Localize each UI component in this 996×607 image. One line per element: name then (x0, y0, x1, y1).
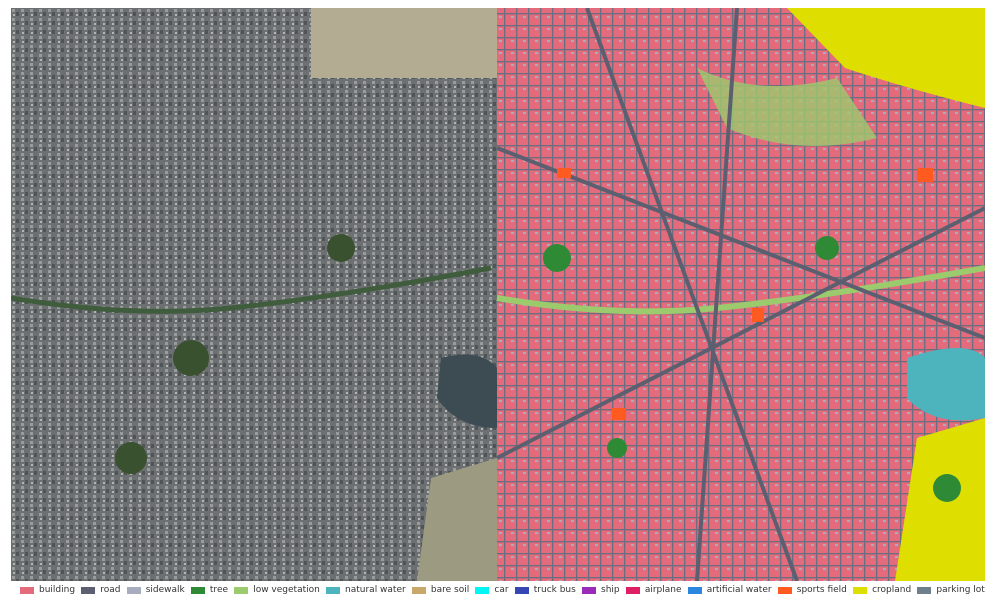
legend-label: sports field (796, 585, 847, 595)
legend-item: car (475, 585, 509, 595)
legend-label: ship (601, 585, 620, 595)
legend-swatch (514, 586, 529, 594)
legend-item: airplane (625, 585, 682, 595)
legend-label: truck bus (533, 585, 576, 595)
aerial-image (11, 8, 497, 581)
legend-label: sidewalk (145, 585, 185, 595)
legend-item: sidewalk (126, 585, 185, 595)
image-pair (11, 8, 985, 581)
legend-swatch (777, 586, 792, 594)
legend-label: parking lot (936, 585, 985, 595)
legend-label: building (39, 585, 76, 595)
legend-label: cropland (872, 585, 912, 595)
legend-swatch (582, 586, 597, 594)
legend-item: bare soil (411, 585, 470, 595)
legend-swatch (687, 586, 702, 594)
legend-label: artificial water (706, 585, 772, 595)
legend-label: car (494, 585, 509, 595)
legend-item: sports field (777, 585, 847, 595)
legend-label: airplane (644, 585, 682, 595)
legend-swatch (126, 586, 141, 594)
legend-swatch (20, 586, 34, 594)
legend: building road sidewalk tree low vegetation na… (20, 585, 985, 595)
legend-item: road (81, 585, 121, 595)
legend-swatch (625, 586, 640, 594)
legend-label: bare soil (430, 585, 470, 595)
segmentation-map (496, 8, 985, 581)
legend-swatch (326, 586, 341, 594)
legend-swatch (234, 586, 249, 594)
legend-label: road (100, 585, 121, 595)
legend-item: artificial water (687, 585, 772, 595)
legend-swatch (190, 586, 205, 594)
legend-item: cropland (853, 585, 911, 595)
legend-item: building (20, 585, 75, 595)
legend-swatch (853, 586, 868, 594)
legend-swatch (411, 586, 426, 594)
legend-swatch (917, 586, 932, 594)
legend-item: ship (582, 585, 620, 595)
legend-label: low vegetation (253, 585, 320, 595)
legend-label: tree (209, 585, 229, 595)
legend-item: parking lot (917, 585, 985, 595)
legend-swatch (475, 586, 490, 594)
legend-item: tree (190, 585, 229, 595)
legend-item: natural water (326, 585, 406, 595)
legend-label: natural water (345, 585, 406, 595)
legend-swatch (81, 586, 96, 594)
legend-item: low vegetation (234, 585, 320, 595)
legend-item: truck bus (514, 585, 576, 595)
